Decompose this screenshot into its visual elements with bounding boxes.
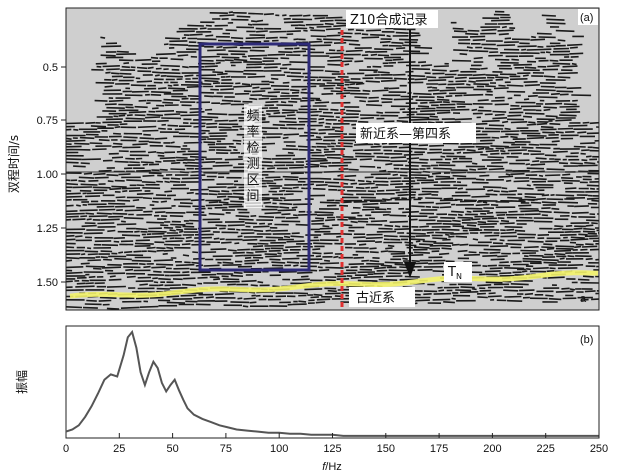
- xtick-label-150: 150: [377, 443, 395, 455]
- spectrum-panel: 0 25 50 75 100 125 150 175 200 225 250 (b) 振幅 f/Hz: [14, 325, 608, 473]
- box-text-char-2: 率: [246, 124, 259, 140]
- xtick-label-0: 0: [63, 443, 69, 455]
- panel-a-y-label: 双程时间/s: [6, 135, 21, 193]
- panel-a-label: (a): [580, 12, 593, 24]
- xtick-label-225: 225: [537, 443, 555, 455]
- upper-unit-label-bg: [356, 123, 476, 143]
- box-text-char-3: 检: [246, 141, 259, 156]
- xtick-label-75: 75: [220, 443, 232, 455]
- box-text-char-6: 间: [246, 189, 259, 204]
- well-label-bg: [346, 10, 438, 28]
- panel-a-label-bg: [578, 9, 598, 25]
- spectrum-series-line: [65, 329, 599, 437]
- panel-b-x-label: f/Hz: [322, 461, 342, 473]
- box-text-bg: [244, 104, 262, 208]
- lower-unit-label-bg: [349, 287, 415, 307]
- panel-a-frame: [65, 7, 600, 311]
- ytick-label-050: 0.5: [43, 62, 58, 74]
- xtick-label-250: 250: [590, 443, 608, 455]
- ytick-label-150: 1.50: [37, 277, 58, 289]
- panel-b-label: (b): [580, 334, 593, 346]
- frequency-detection-box: [198, 42, 311, 272]
- xtick-label-125: 125: [323, 443, 341, 455]
- xtick-label-175: 175: [430, 443, 448, 455]
- box-text-char-4: 测: [246, 157, 259, 172]
- xtick-label-100: 100: [270, 443, 288, 455]
- panel-b-y-label: 振幅: [14, 370, 29, 394]
- xtick-label-200: 200: [483, 443, 501, 455]
- ytick-label-075: 0.75: [37, 115, 58, 127]
- horizon-label-bg: [444, 262, 472, 282]
- panel-a-y-axis: 0.5 0.75 1.00 1.25 1.50 双程时间/s: [6, 62, 66, 289]
- xtick-label-50: 50: [166, 443, 178, 455]
- arrow-head-icon: [404, 262, 416, 278]
- upper-unit-label: 新近系—第四系: [360, 126, 451, 142]
- corner-mark: a: [580, 293, 587, 305]
- box-text-char-1: 频: [246, 109, 259, 124]
- panel-b-x-axis: 0 25 50 75 100 125 150 175 200 225 250: [63, 433, 608, 455]
- lower-unit-label: 古近系: [356, 291, 395, 306]
- ytick-label-125: 1.25: [37, 223, 58, 235]
- box-text-char-5: 区: [246, 173, 259, 188]
- box-vertical-text: 频 率 检 测 区 间: [244, 104, 262, 208]
- ytick-label-100: 1.00: [37, 169, 58, 181]
- horizon-label: TN: [447, 265, 462, 281]
- well-record-label: Z10合成记录: [350, 13, 427, 28]
- seismic-panel: Z10合成记录 新近系—第四系 古近系 TN (a) a 频 率 检 测 区 间: [6, 7, 600, 311]
- xtick-label-25: 25: [113, 443, 125, 455]
- panel-b-frame: [65, 325, 600, 439]
- tn-horizon-line: [69, 270, 599, 299]
